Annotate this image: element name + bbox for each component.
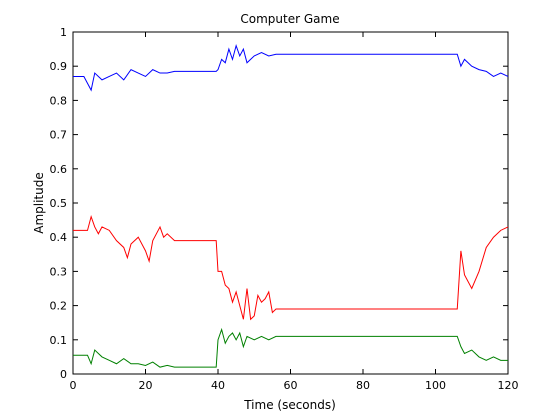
x-tick-label: 20 [139,379,153,392]
x-tick-label: 120 [498,379,519,392]
y-tick-label: 0.7 [50,129,68,142]
x-tick-label: 0 [70,379,77,392]
y-tick-label: 0.3 [50,265,68,278]
y-tick-label: 0.4 [50,231,68,244]
x-tick-label: 80 [356,379,370,392]
x-tick-label: 60 [284,379,298,392]
y-tick-label: 0.2 [50,300,68,313]
ticks-layer: 0 20 40 60 80 100 120 0 0.1 0.2 0.3 0.4 0.5 0.6 0.7 0.8… [50,26,519,392]
y-tick-label: 0.8 [50,94,68,107]
plot-area [72,31,509,375]
y-tick-label: 0.9 [50,60,68,73]
series-layer [73,43,509,368]
y-tick-label: 1 [60,26,67,39]
x-tick-label: 100 [425,379,446,392]
series-line-2 [73,214,509,321]
y-tick-label: 0.5 [50,197,68,210]
y-tick-label: 0.1 [50,334,68,347]
y-tick-label: 0 [60,368,67,381]
x-axis-label: Time (seconds) [243,398,336,412]
series-line-3 [73,327,508,368]
y-tick-label: 0.6 [50,163,68,176]
y-axis-label: Amplitude [32,172,46,234]
chart-title: Computer Game [240,12,339,26]
x-tick-label: 40 [211,379,225,392]
series-line-1 [73,43,509,92]
